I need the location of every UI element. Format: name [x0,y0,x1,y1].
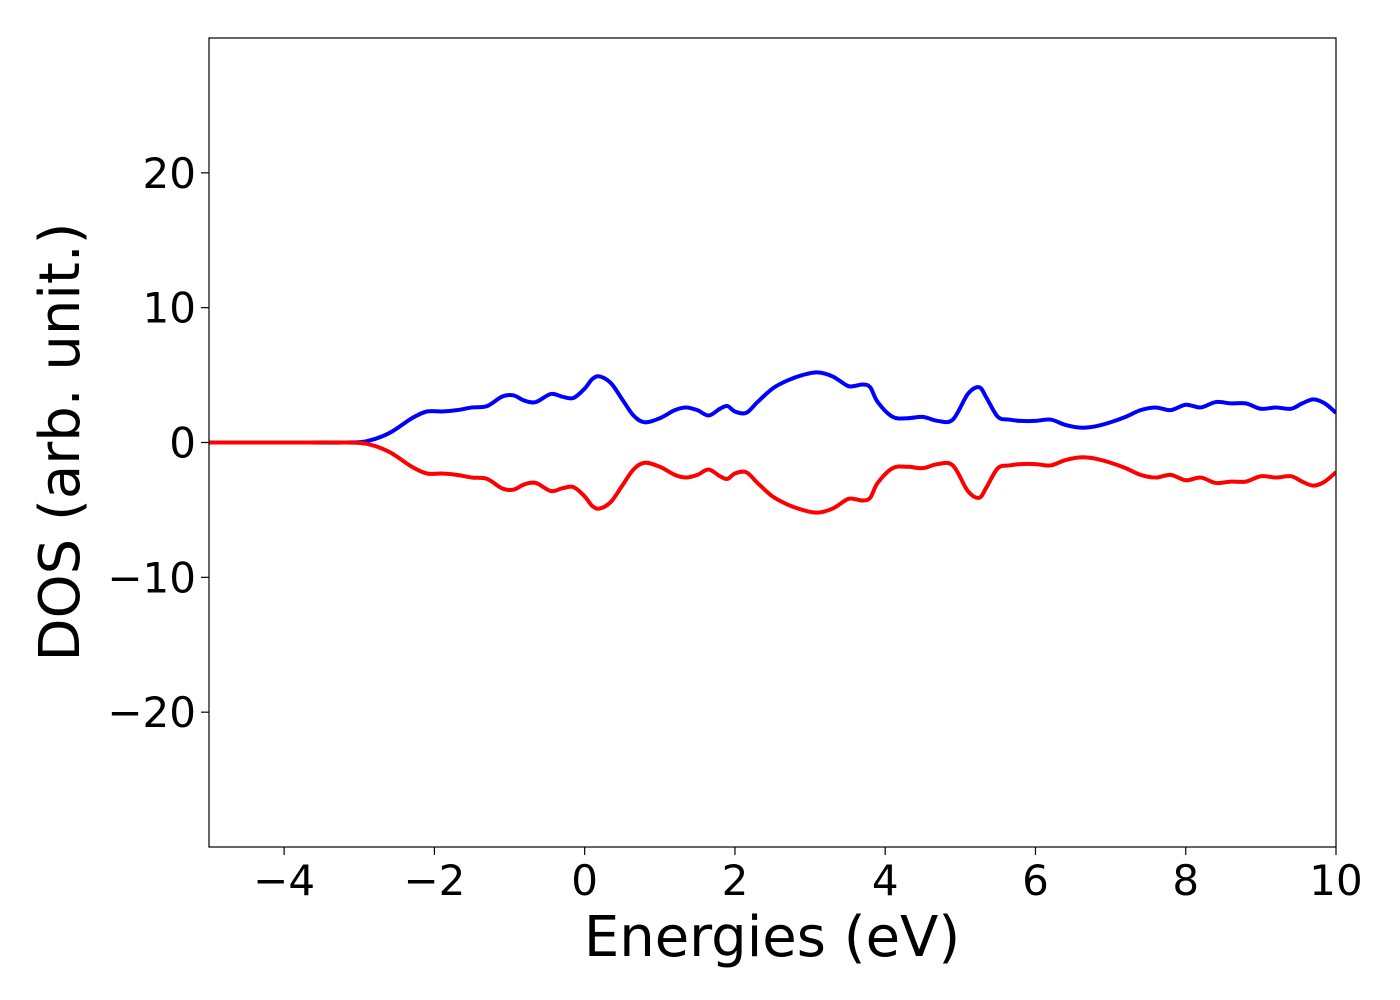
y-axis: −20 −10 0 10 20 [107,149,209,737]
x-tick-label: 10 [1309,856,1362,905]
x-tick-label: 0 [571,856,598,905]
spin-up-line [209,370,1336,445]
x-tick-label: 8 [1172,856,1199,905]
series-layer [209,370,1336,515]
x-axis: −4 −2 0 2 4 6 8 10 [253,847,1363,905]
y-tick-label: 20 [143,149,196,198]
x-tick-label: −4 [253,856,315,905]
x-tick-label: 6 [1022,856,1049,905]
x-axis-title: Energies (eV) [584,905,960,970]
x-tick-label: 4 [872,856,899,905]
x-tick-label: 2 [722,856,749,905]
x-tick-label: −2 [403,856,465,905]
spin-down-line [209,440,1336,515]
y-tick-label: 0 [169,419,196,468]
y-tick-label: −20 [107,688,196,737]
y-axis-title: DOS (arb. unit.) [28,222,93,661]
y-tick-label: 10 [143,284,196,333]
y-tick-label: −10 [107,553,196,602]
